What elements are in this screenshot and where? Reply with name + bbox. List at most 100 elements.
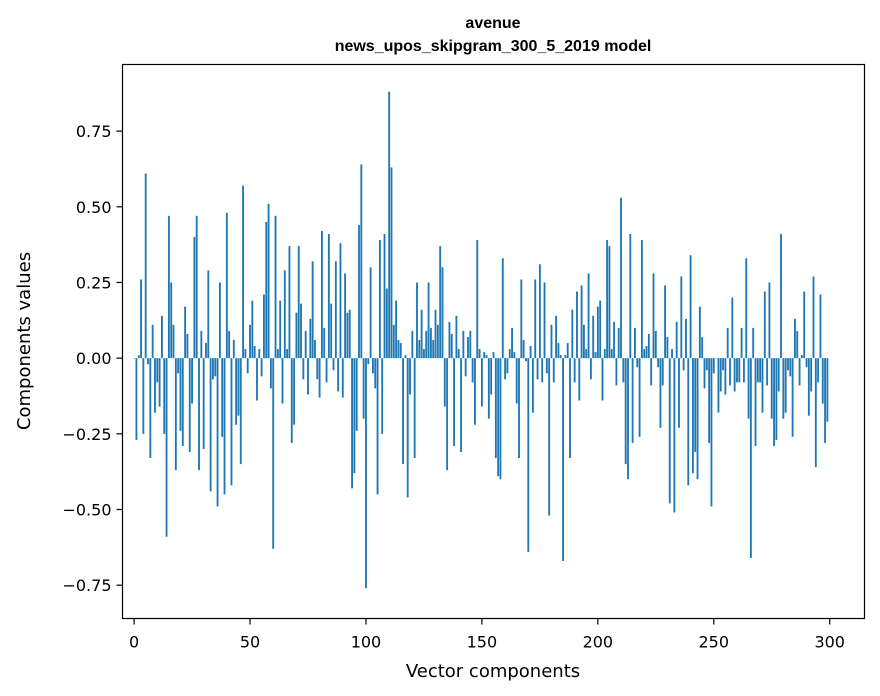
bar [455, 315, 458, 359]
bar [527, 358, 530, 552]
bar [747, 358, 750, 419]
bar [156, 358, 159, 383]
bar [740, 327, 743, 359]
bar [170, 282, 173, 359]
bar [348, 309, 351, 359]
x-axis-ticks: 0 50 100 150 200 250 300 [129, 618, 845, 652]
bar [464, 358, 467, 377]
bar [719, 358, 722, 392]
bar [478, 349, 481, 359]
bar [617, 327, 620, 359]
bar [629, 234, 632, 359]
bar [559, 355, 562, 359]
bar [376, 358, 379, 495]
bar [803, 291, 806, 359]
x-tick-label: 200 [583, 633, 614, 652]
bar [620, 197, 622, 359]
bar [144, 173, 147, 359]
bar [789, 358, 792, 377]
bar [246, 358, 249, 374]
bar [698, 306, 701, 359]
bar [499, 358, 502, 480]
bar [214, 358, 217, 377]
bar [538, 264, 541, 359]
bar [413, 358, 416, 459]
bar [525, 358, 527, 362]
bars [133, 91, 829, 589]
bar [664, 285, 667, 359]
bar [787, 358, 789, 371]
bar [149, 358, 152, 459]
bar [754, 358, 757, 446]
bar [691, 358, 694, 474]
bar [712, 358, 715, 374]
bar [596, 306, 599, 359]
bar [594, 352, 597, 359]
bar [680, 276, 683, 359]
bar [636, 358, 639, 368]
bar [729, 358, 731, 386]
bar [573, 358, 576, 383]
bar [487, 358, 490, 419]
bar [140, 279, 142, 359]
plot-frame [121, 63, 866, 620]
bar [583, 324, 585, 359]
bar [193, 237, 196, 359]
bar [423, 349, 425, 359]
bar [439, 246, 442, 359]
x-tick-label: 250 [699, 633, 730, 652]
bar [511, 327, 513, 359]
bar [443, 358, 446, 407]
bar [228, 330, 231, 359]
bar [237, 358, 240, 416]
bar [251, 300, 254, 359]
bar [474, 358, 476, 425]
bar [158, 358, 161, 407]
bar [323, 327, 326, 359]
bar [388, 91, 391, 359]
bar [761, 358, 764, 413]
bar [235, 358, 238, 425]
bar [462, 330, 465, 359]
bar [351, 358, 353, 489]
bar [151, 324, 154, 359]
bar [397, 339, 400, 359]
bar [218, 282, 221, 359]
bar [824, 358, 826, 443]
y-axis-ticks: −0.75 −0.50 −0.25 0.00 0.25 0.50 0.75 [62, 122, 123, 595]
bar [777, 358, 780, 392]
bar [564, 355, 567, 359]
bar [263, 294, 265, 359]
bar [640, 240, 643, 359]
bar [302, 358, 305, 380]
bar [624, 358, 627, 465]
bar [265, 221, 268, 359]
bar [685, 318, 687, 359]
y-tick-label: 0.25 [76, 273, 112, 292]
bar [392, 324, 395, 359]
bar [724, 358, 727, 395]
bar [460, 358, 462, 452]
bar [671, 349, 673, 359]
bar [784, 358, 787, 413]
bar [385, 288, 388, 359]
bar [480, 358, 483, 407]
bar [675, 321, 678, 359]
bar [666, 336, 669, 359]
bar [770, 358, 773, 419]
bar [752, 327, 755, 359]
bar [337, 358, 340, 392]
bar [812, 276, 815, 359]
bar [453, 358, 455, 446]
bar [603, 349, 606, 359]
bar [420, 309, 423, 359]
bar [673, 358, 676, 513]
bar [223, 358, 226, 495]
bar [552, 358, 555, 383]
y-tick-label: −0.75 [62, 576, 111, 595]
bar [501, 258, 504, 359]
bar [483, 352, 486, 359]
bar [198, 358, 200, 471]
bar [529, 346, 532, 359]
